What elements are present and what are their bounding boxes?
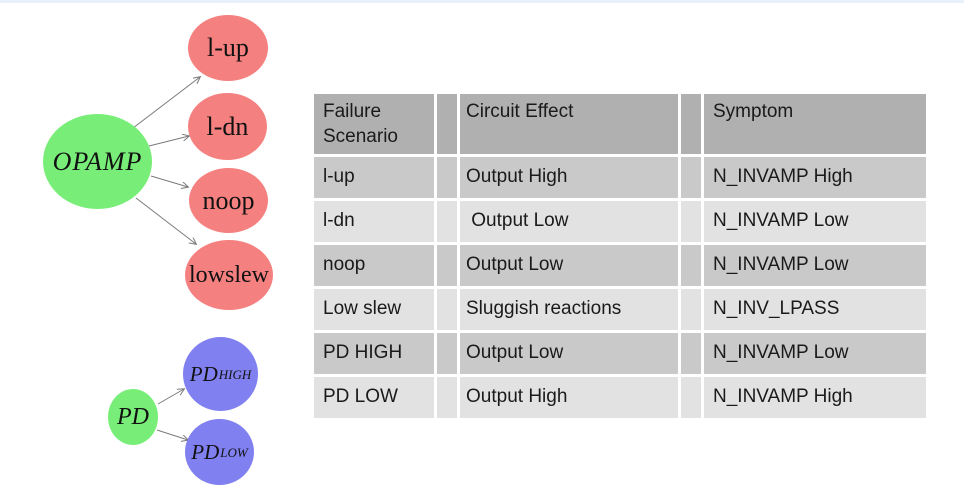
node-opamp-label: OPAMP	[52, 146, 143, 176]
node-lowslew: lowslew	[185, 240, 273, 310]
table-cell: Output High	[460, 377, 678, 418]
node-opamp: OPAMP	[43, 114, 152, 209]
table-spacer-cell	[681, 94, 701, 154]
node-pd-high-label: PD	[189, 361, 218, 386]
table-spacer-cell	[437, 377, 457, 418]
node-lowslew-label: lowslew	[189, 261, 269, 288]
node-pd-low-subscript: LOW	[220, 444, 248, 460]
table-spacer-cell	[437, 94, 457, 154]
node-noop: noop	[189, 168, 268, 233]
table-spacer-cell	[437, 245, 457, 286]
table-cell: Output High	[460, 157, 678, 198]
node-l-dn: l-dn	[188, 93, 267, 160]
column-header-symptom: Symptom	[704, 94, 926, 154]
node-pd-label: PD	[117, 403, 149, 430]
table-spacer-cell	[437, 157, 457, 198]
table-cell: N_INVAMP Low	[704, 245, 926, 286]
arrow-opamp-ldn	[148, 136, 189, 147]
node-pd-low: PD LOW	[185, 419, 254, 485]
table-spacer-cell	[681, 157, 701, 198]
table-spacer-cell	[437, 201, 457, 242]
node-l-up: l-up	[188, 15, 268, 81]
table-cell: Low slew	[314, 289, 434, 330]
table-cell: Output Low	[460, 201, 678, 242]
node-pd: PD	[108, 389, 158, 445]
table-spacer-cell	[681, 289, 701, 330]
table-cell: Output Low	[460, 245, 678, 286]
table-spacer-cell	[437, 333, 457, 374]
table-cell: N_INVAMP Low	[704, 333, 926, 374]
node-pd-low-label: PD	[191, 439, 220, 464]
table-spacer-cell	[681, 201, 701, 242]
table-spacer-cell	[437, 289, 457, 330]
column-header-circuit-effect: Circuit Effect	[460, 94, 678, 154]
top-strip	[0, 0, 964, 3]
table-spacer-cell	[681, 377, 701, 418]
node-noop-label: noop	[202, 185, 255, 215]
table-cell: PD HIGH	[314, 333, 434, 374]
table-cell: PD LOW	[314, 377, 434, 418]
table-cell: N_INVAMP Low	[704, 201, 926, 242]
table-cell: Sluggish reactions	[460, 289, 678, 330]
table-cell: l-dn	[314, 201, 434, 242]
table-cell: N_INV_LPASS	[704, 289, 926, 330]
arrow-opamp-lowslew	[135, 197, 196, 244]
node-pd-high-subscript: HIGH	[218, 366, 252, 382]
node-pd-high: PD HIGH	[183, 337, 258, 411]
arrow-pd-pdlow	[156, 429, 188, 440]
table-cell: noop	[314, 245, 434, 286]
failure-table: Failure Scenario Circuit Effect Symptom …	[314, 94, 926, 418]
table-cell: Output Low	[460, 333, 678, 374]
table-cell: N_INVAMP High	[704, 157, 926, 198]
arrow-opamp-noop	[150, 175, 188, 187]
table-cell: l-up	[314, 157, 434, 198]
node-l-dn-label: l-dn	[206, 111, 249, 141]
column-header-failure-scenario: Failure Scenario	[314, 94, 434, 154]
table-cell: N_INVAMP High	[704, 377, 926, 418]
node-l-up-label: l-up	[207, 33, 249, 62]
table-spacer-cell	[681, 245, 701, 286]
table-spacer-cell	[681, 333, 701, 374]
arrow-pd-pdhigh	[157, 389, 184, 405]
